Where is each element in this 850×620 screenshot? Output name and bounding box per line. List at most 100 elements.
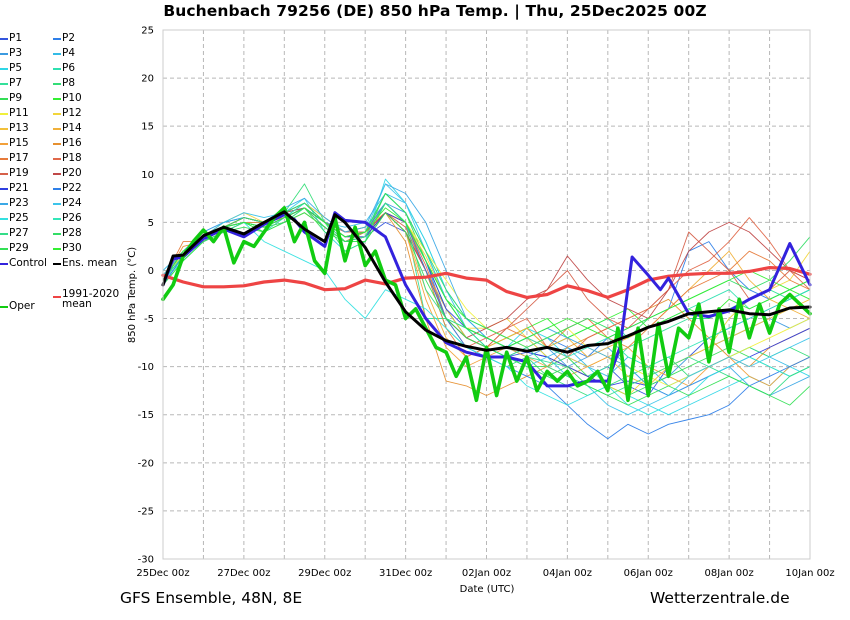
legend-label: P26 xyxy=(62,212,82,224)
legend-swatch xyxy=(0,173,8,175)
legend-swatch xyxy=(53,143,61,145)
legend-swatch xyxy=(53,248,61,250)
series-line-control xyxy=(161,211,812,388)
legend-swatch xyxy=(0,306,8,308)
y-tick-label: 0 xyxy=(148,266,154,277)
legend-swatch xyxy=(53,128,61,130)
y-tick-label: -10 xyxy=(138,362,154,373)
legend-label: P22 xyxy=(62,182,82,194)
legend-label: 1991-2020 mean xyxy=(62,288,120,310)
legend-swatch xyxy=(53,188,61,190)
legend-label: P29 xyxy=(9,242,29,254)
y-tick-label: -30 xyxy=(138,555,154,566)
y-axis-label: 850 hPa Temp. (°C) xyxy=(127,247,138,343)
legend-label: P3 xyxy=(9,47,23,59)
plot-frame xyxy=(162,29,811,560)
legend-label: P16 xyxy=(62,137,82,149)
legend-item-control: Control xyxy=(0,256,47,271)
legend-item-p27: P27 xyxy=(0,226,29,241)
legend-swatch xyxy=(0,98,8,100)
site-credit-label: Wetterzentrale.de xyxy=(650,589,790,607)
legend-item-p7: P7 xyxy=(0,76,22,91)
legend-label: P4 xyxy=(62,47,76,59)
y-tick-label: 5 xyxy=(148,218,154,229)
legend-item-p4: P4 xyxy=(53,46,75,61)
legend-swatch xyxy=(0,158,8,160)
legend-swatch xyxy=(0,128,8,130)
legend-swatch xyxy=(0,68,8,70)
legend-item-p20: P20 xyxy=(53,166,82,181)
x-tick-label: 25Dec 00z xyxy=(136,568,189,579)
legend-swatch xyxy=(0,203,8,205)
legend-swatch xyxy=(53,296,61,298)
legend-label: P6 xyxy=(62,62,76,74)
legend-label: P23 xyxy=(9,197,29,209)
y-tick-label: -15 xyxy=(138,410,154,421)
legend-item-p28: P28 xyxy=(53,226,82,241)
legend-swatch xyxy=(53,113,61,115)
legend-label: P12 xyxy=(62,107,82,119)
legend-label: P5 xyxy=(9,62,23,74)
legend-label: Control xyxy=(9,257,47,269)
legend-swatch xyxy=(0,38,8,40)
legend-item-p10: P10 xyxy=(53,91,82,106)
legend-label: P25 xyxy=(9,212,29,224)
x-axis-label: Date (UTC) xyxy=(460,584,515,595)
series-line-ens-mean xyxy=(161,210,812,354)
legend-item-p3: P3 xyxy=(0,46,22,61)
legend-label: P10 xyxy=(62,92,82,104)
legend-label: P19 xyxy=(9,167,29,179)
legend-label: P17 xyxy=(9,152,29,164)
legend-label: P8 xyxy=(62,77,76,89)
legend-swatch xyxy=(0,233,8,235)
legend-item-p5: P5 xyxy=(0,61,22,76)
legend-label: P20 xyxy=(62,167,82,179)
special-series-layer xyxy=(161,206,812,403)
legend-label: P28 xyxy=(62,227,82,239)
series-line-oper xyxy=(161,206,812,403)
legend-swatch xyxy=(53,173,61,175)
legend-item-p8: P8 xyxy=(53,76,75,91)
legend-label: P7 xyxy=(9,77,23,89)
legend-item-p23: P23 xyxy=(0,196,29,211)
legend-item-p17: P17 xyxy=(0,151,29,166)
legend-swatch xyxy=(53,263,61,265)
legend-swatch xyxy=(53,38,61,40)
legend-swatch xyxy=(0,83,8,85)
legend-swatch xyxy=(0,263,8,265)
legend-label: P9 xyxy=(9,92,23,104)
legend-item-p24: P24 xyxy=(53,196,82,211)
x-tick-label: 31Dec 00z xyxy=(379,568,432,579)
legend-item-ens-mean: Ens. mean xyxy=(53,256,117,271)
legend-swatch xyxy=(53,53,61,55)
legend-label: P15 xyxy=(9,137,29,149)
legend-item-p15: P15 xyxy=(0,136,29,151)
y-tick-label: -25 xyxy=(138,506,154,517)
x-tick-label: 08Jan 00z xyxy=(704,568,753,579)
legend-item-p11: P11 xyxy=(0,106,29,121)
legend-label: Ens. mean xyxy=(62,257,118,269)
legend-item-p12: P12 xyxy=(53,106,82,121)
legend-label: P11 xyxy=(9,107,29,119)
legend-swatch xyxy=(0,188,8,190)
legend-label: P24 xyxy=(62,197,82,209)
y-tick-label: 15 xyxy=(141,122,154,133)
legend-label: P30 xyxy=(62,242,82,254)
x-tick-label: 10Jan 00z xyxy=(785,568,834,579)
x-tick-label: 06Jan 00z xyxy=(624,568,673,579)
legend-swatch xyxy=(0,113,8,115)
legend-swatch xyxy=(0,218,8,220)
grid xyxy=(163,30,810,559)
legend-item-p26: P26 xyxy=(53,211,82,226)
legend-swatch xyxy=(0,248,8,250)
legend-label: Oper xyxy=(9,300,35,312)
ensemble-members xyxy=(162,178,811,440)
legend-swatch xyxy=(53,83,61,85)
legend-swatch xyxy=(0,143,8,145)
legend-swatch xyxy=(0,53,8,55)
climatology-layer xyxy=(161,266,812,299)
chart-title: Buchenbach 79256 (DE) 850 hPa Temp. | Th… xyxy=(163,2,707,20)
y-tick-label: 25 xyxy=(141,26,154,37)
legend-item-p6: P6 xyxy=(53,61,75,76)
